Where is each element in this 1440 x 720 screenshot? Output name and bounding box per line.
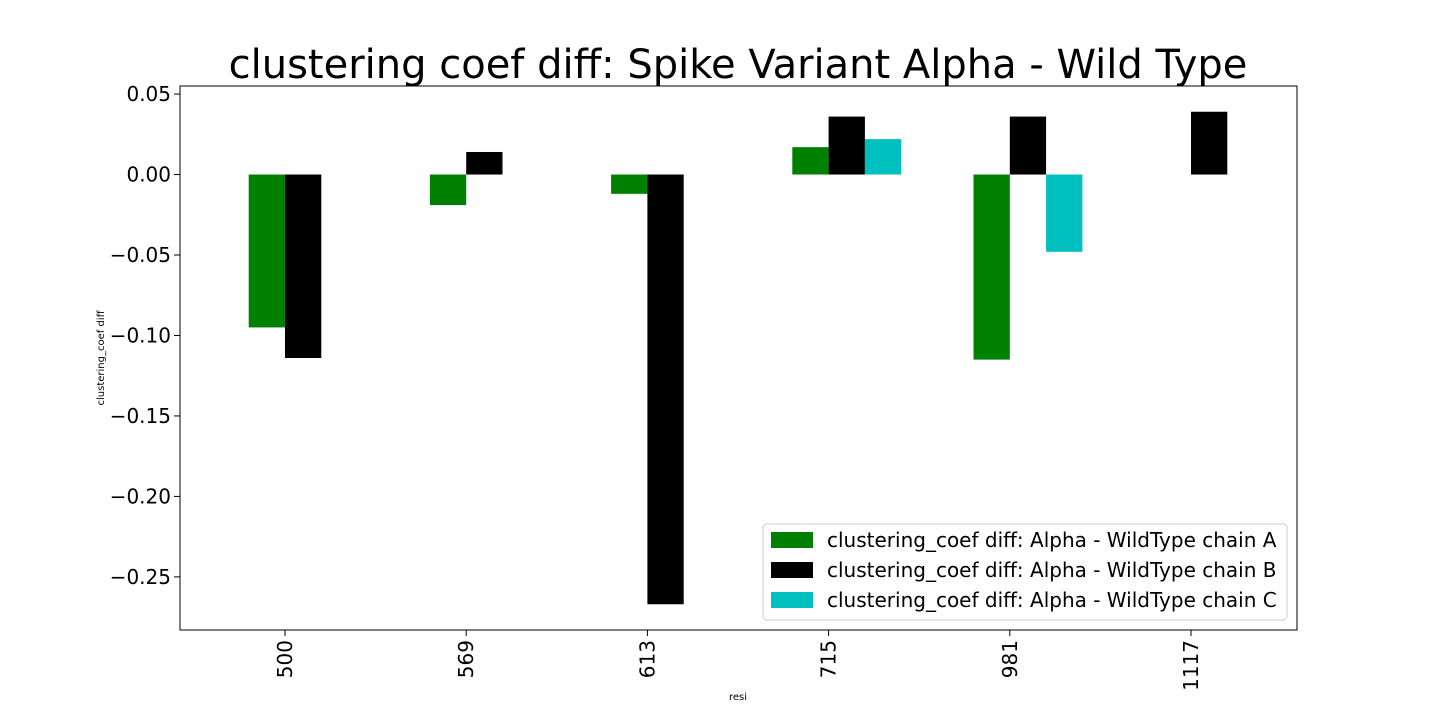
x-tick-label: 569	[454, 640, 478, 678]
bar-500-chain-B	[285, 174, 322, 358]
bar-569-chain-B	[466, 151, 503, 175]
plot-frame	[179, 85, 1298, 631]
y-tick-label: 0.00	[126, 163, 171, 187]
bar-981-chain-B	[1009, 116, 1047, 175]
bar-715-chain-B	[828, 116, 865, 175]
x-tick-label: 613	[635, 640, 659, 678]
bar-715-chain-C	[864, 139, 902, 175]
y-tick-label: −0.05	[110, 243, 171, 267]
x-tick-label: 981	[998, 640, 1022, 678]
bar-1117-chain-B	[1191, 111, 1228, 175]
bar-569-chain-A	[429, 174, 467, 206]
legend: clustering_coef diff: Alpha - WildType c…	[762, 523, 1288, 621]
legend-box	[762, 523, 1288, 621]
legend-swatch-chain-B	[771, 562, 813, 578]
bars-layer	[248, 111, 1228, 605]
legend-swatch-chain-C	[771, 592, 813, 608]
x-tick-label: 715	[817, 640, 841, 678]
y-tick-label: −0.15	[110, 404, 171, 428]
y-axis-ticks: 0.05 0.00 −0.05 −0.10 −0.15 −0.20 −0.25	[110, 82, 180, 589]
legend-label-chain-C: clustering_coef diff: Alpha - WildType c…	[827, 588, 1277, 612]
bar-500-chain-A	[248, 174, 285, 328]
y-tick-label: −0.10	[110, 323, 171, 347]
y-tick-label: −0.25	[110, 565, 171, 589]
bar-981-chain-A	[973, 174, 1010, 360]
legend-swatch-chain-A	[771, 532, 813, 548]
x-axis-ticks: 500 569 613 715 981 1117	[273, 630, 1203, 691]
legend-label-chain-A: clustering_coef diff: Alpha - WildType c…	[827, 528, 1277, 552]
x-tick-label: 1117	[1179, 640, 1203, 691]
y-tick-label: 0.05	[126, 82, 171, 106]
y-tick-label: −0.20	[110, 484, 171, 508]
x-tick-label: 500	[273, 640, 297, 678]
y-axis-label: clustering_coef diff	[96, 309, 107, 405]
chart-title: clustering coef diff: Spike Variant Alph…	[229, 42, 1248, 88]
bar-613-chain-B	[647, 174, 684, 605]
bar-981-chain-C	[1046, 174, 1083, 252]
bar-715-chain-A	[792, 147, 829, 175]
x-axis-label: resi	[729, 692, 747, 703]
legend-label-chain-B: clustering_coef diff: Alpha - WildType c…	[827, 558, 1276, 582]
bar-613-chain-A	[611, 174, 648, 194]
